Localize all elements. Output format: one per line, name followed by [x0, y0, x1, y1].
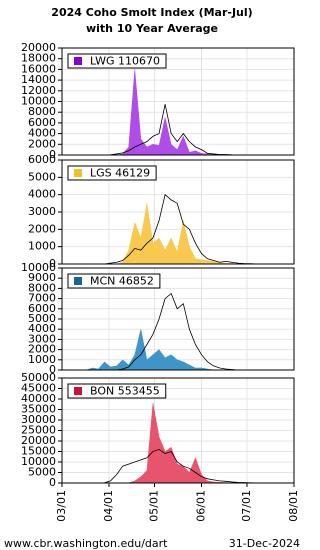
plot-frame — [61, 267, 295, 371]
y-tick-label: 5000 — [28, 170, 56, 183]
y-tick-label: 18000 — [21, 52, 56, 65]
y-tick-label: 1000 — [28, 353, 56, 366]
y-tick-label: 10000 — [21, 261, 56, 274]
y-tick-label: 10000 — [21, 95, 56, 108]
legend-label: LWG 110670 — [90, 55, 160, 68]
y-tick-label: 6000 — [28, 153, 56, 166]
plot-frame — [61, 47, 295, 156]
y-tick-label: 0 — [49, 148, 56, 161]
legend-label: MCN 46852 — [90, 275, 154, 288]
y-tick-label: 16000 — [21, 62, 56, 75]
legend: LWG 110670 — [67, 53, 167, 69]
legend: LGS 46129 — [67, 165, 157, 181]
legend-swatch — [74, 57, 82, 65]
y-tick-label: 1000 — [28, 240, 56, 253]
chart-subtitle: with 10 Year Average — [86, 22, 218, 35]
y-tick-label: 20000 — [21, 41, 56, 54]
y-tick-label: 0 — [49, 476, 56, 489]
y-tick-label: 9000 — [28, 271, 56, 284]
y-tick-label: 45000 — [21, 382, 56, 395]
y-tick-label: 2000 — [28, 343, 56, 356]
y-tick-label: 20000 — [21, 434, 56, 447]
y-tick-label: 5000 — [28, 312, 56, 325]
legend: MCN 46852 — [67, 273, 161, 289]
y-tick-label: 35000 — [21, 403, 56, 416]
y-tick-label: 25000 — [21, 424, 56, 437]
y-tick-label: 4000 — [28, 322, 56, 335]
chart: 2024 Coho Smolt Index (Mar-Jul) with 10 … — [4, 6, 300, 550]
legend-swatch — [74, 169, 82, 177]
y-tick-label: 2000 — [28, 222, 56, 235]
y-tick-label: 14000 — [21, 73, 56, 86]
x-tick-label: 03/01 — [55, 490, 68, 522]
y-tick-label: 0 — [49, 363, 56, 376]
y-tick-label: 7000 — [28, 292, 56, 305]
y-tick-label: 40000 — [21, 392, 56, 405]
y-tick-label: 30000 — [21, 413, 56, 426]
legend: BON 553455 — [67, 383, 167, 399]
plot-frame — [61, 377, 295, 484]
legend-box — [67, 383, 167, 399]
y-tick-label: 8000 — [28, 105, 56, 118]
y-tick-label: 15000 — [21, 445, 56, 458]
footer-date: 31-Dec-2024 — [229, 537, 300, 550]
y-tick-label: 0 — [49, 257, 56, 270]
y-tick-label: 10000 — [21, 455, 56, 468]
y-tick-label: 6000 — [28, 302, 56, 315]
y-tick-label: 6000 — [28, 116, 56, 129]
x-tick-label: 05/01 — [147, 490, 160, 522]
legend-box — [67, 53, 167, 69]
legend-label: LGS 46129 — [90, 167, 150, 180]
legend-swatch — [74, 277, 82, 285]
y-tick-label: 50000 — [21, 371, 56, 384]
legend-label: BON 553455 — [90, 385, 160, 398]
footer-url: www.cbr.washington.edu/dart — [4, 537, 168, 550]
plot-frame — [61, 159, 295, 265]
y-tick-label: 4000 — [28, 188, 56, 201]
legend-box — [67, 165, 157, 181]
y-tick-label: 5000 — [28, 466, 56, 479]
x-tick-label: 08/01 — [287, 490, 300, 522]
x-tick-label: 04/01 — [102, 490, 115, 522]
y-tick-label: 3000 — [28, 332, 56, 345]
x-tick-label: 07/01 — [240, 490, 253, 522]
y-tick-label: 2000 — [28, 137, 56, 150]
x-tick-label: 06/01 — [195, 490, 208, 522]
legend-swatch — [74, 387, 82, 395]
y-tick-label: 3000 — [28, 205, 56, 218]
chart-title: 2024 Coho Smolt Index (Mar-Jul) — [51, 6, 252, 19]
y-tick-label: 8000 — [28, 281, 56, 294]
legend-box — [67, 273, 161, 289]
y-tick-label: 12000 — [21, 84, 56, 97]
y-tick-label: 4000 — [28, 127, 56, 140]
